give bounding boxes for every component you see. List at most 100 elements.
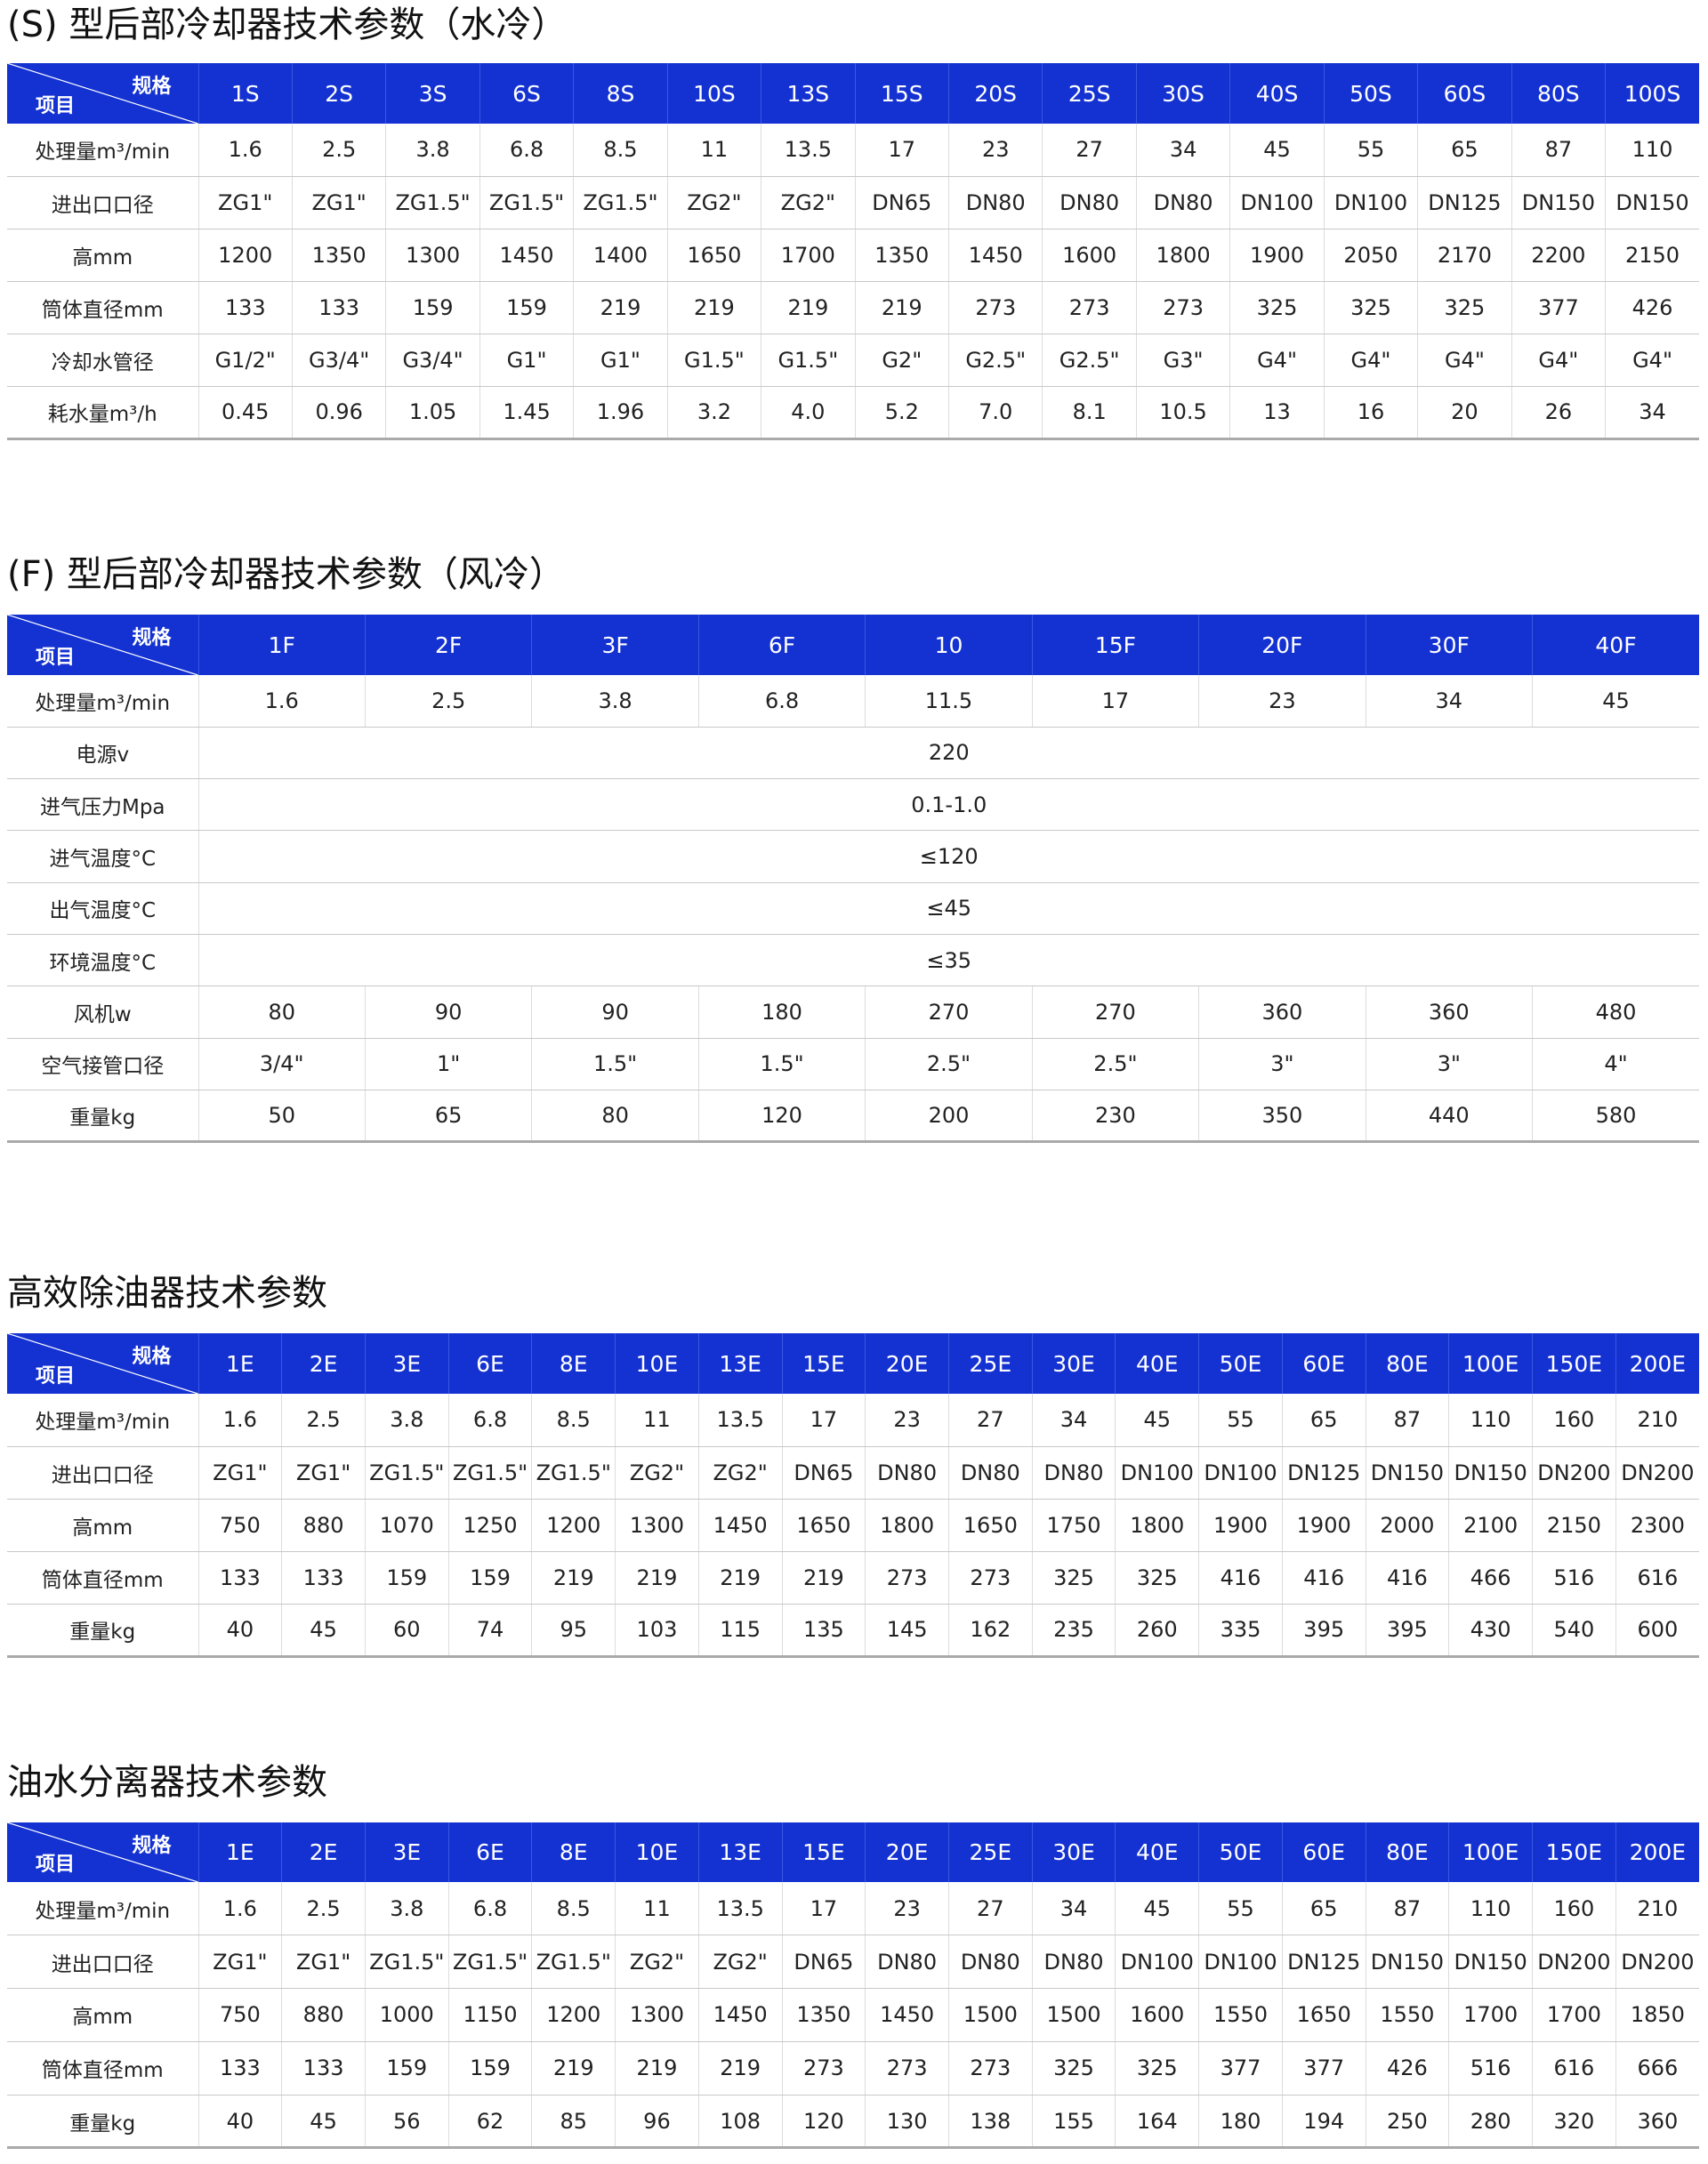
value-cell: DN80: [865, 1935, 949, 1990]
value-cell: 1550: [1198, 1988, 1283, 2042]
value-cell: ZG2": [697, 1935, 783, 1990]
value-cell: 27: [1042, 124, 1137, 177]
column-header-13E: 13E: [697, 1822, 783, 1882]
row-label: 环境温度°C: [7, 934, 198, 987]
value-cell: 40: [197, 1604, 282, 1658]
value-cell: 1900: [1229, 229, 1325, 282]
value-cell: 26: [1511, 386, 1606, 440]
value-cell: 1500: [947, 1988, 1033, 2042]
value-cell: 377: [1281, 2041, 1366, 2096]
column-header-100E: 100E: [1448, 1333, 1533, 1394]
row-label: 进出口口径: [7, 1446, 198, 1500]
row-label: 耗水量m³/h: [7, 386, 198, 440]
value-cell: 1350: [781, 1988, 866, 2042]
table-row: 重量kg 40 45 56 62 85 96 108 120 130 138 155 164 180 194…: [7, 2095, 1699, 2150]
column-header-20E: 20E: [865, 1333, 949, 1394]
value-cell: 133: [197, 2041, 282, 2096]
value-cell: ZG1.5": [385, 176, 480, 229]
value-cell: ZG1.5": [447, 1935, 532, 1990]
value-cell: G2": [854, 334, 949, 387]
row-label: 空气接管口径: [7, 1038, 198, 1090]
value-cell: 4": [1532, 1038, 1699, 1090]
value-cell: 325: [1229, 281, 1325, 334]
value-cell: DN200: [1615, 1935, 1699, 1990]
value-cell: 350: [1198, 1090, 1366, 1144]
table-section-f: (F) 型后部冷却器技术参数（风冷） 规格 项目 1F 2F 3F 6F 10 15F 20F 30…: [7, 551, 1699, 1144]
value-cell: 325: [1031, 2041, 1116, 2096]
value-cell: DN65: [854, 176, 949, 229]
value-cell: 1750: [1031, 1499, 1116, 1552]
column-header-200E: 200E: [1615, 1822, 1699, 1882]
table-row: 处理量m³/min 1.6 2.5 3.8 6.8 11.5 17 23 34 45: [7, 675, 1699, 728]
value-cell: 1600: [1115, 1988, 1199, 2042]
value-cell: DN200: [1532, 1935, 1616, 1990]
value-cell: 1450: [479, 229, 574, 282]
value-cell: 416: [1281, 1551, 1366, 1605]
table-title: (S) 型后部冷却器技术参数（水冷）: [7, 4, 568, 45]
value-cell: 325: [1323, 281, 1418, 334]
row-label: 筒体直径mm: [7, 1551, 198, 1605]
value-cell: 5.2: [854, 386, 949, 440]
column-header-40E: 40E: [1115, 1333, 1199, 1394]
value-cell: DN150: [1365, 1446, 1449, 1500]
value-cell: 1250: [447, 1499, 532, 1552]
value-cell: 1.96: [573, 386, 668, 440]
value-cell: 8.5: [531, 1394, 616, 1447]
row-label: 筒体直径mm: [7, 2041, 198, 2096]
value-cell: 80: [197, 985, 366, 1039]
value-cell: ZG1": [281, 1446, 366, 1500]
corner-cell: 规格 项目: [7, 615, 198, 675]
value-cell: 133: [291, 281, 386, 334]
value-cell: 2100: [1448, 1499, 1533, 1552]
value-cell: 13.5: [697, 1882, 783, 1936]
value-cell: 1450: [697, 1988, 783, 2042]
table-row: 处理量m³/min 1.6 2.5 3.8 6.8 8.5 11 13.5 17 23 27 34 45…: [7, 1882, 1699, 1936]
corner-item-label: 项目: [36, 95, 76, 117]
column-header-80S: 80S: [1511, 63, 1606, 124]
row-label: 重量kg: [7, 1604, 198, 1658]
value-cell: 138: [947, 2095, 1033, 2150]
value-cell: 3.8: [531, 675, 699, 728]
merged-value-cell: 220: [197, 727, 1699, 780]
value-cell: 80: [531, 1090, 699, 1144]
value-cell: 34: [1605, 386, 1699, 440]
value-cell: 34: [1365, 675, 1533, 728]
value-cell: 1600: [1042, 229, 1137, 282]
row-label: 筒体直径mm: [7, 281, 198, 334]
column-header-200E: 200E: [1615, 1333, 1699, 1394]
value-cell: 1700: [1448, 1988, 1533, 2042]
value-cell: 1450: [865, 1988, 949, 2042]
row-label: 电源v: [7, 727, 198, 780]
value-cell: 145: [865, 1604, 949, 1658]
value-cell: ZG1.5": [364, 1935, 449, 1990]
column-header-30F: 30F: [1365, 615, 1533, 675]
column-header-60E: 60E: [1281, 1333, 1366, 1394]
value-cell: 3.8: [385, 124, 480, 177]
row-label: 冷却水管径: [7, 334, 198, 387]
value-cell: 17: [781, 1394, 866, 1447]
value-cell: 0.45: [197, 386, 293, 440]
column-header-13E: 13E: [697, 1333, 783, 1394]
value-cell: 40: [197, 2095, 282, 2150]
value-cell: 250: [1365, 2095, 1449, 2150]
column-header-100E: 100E: [1448, 1822, 1533, 1882]
row-label: 进出口口径: [7, 176, 198, 229]
column-header-50E: 50E: [1198, 1333, 1283, 1394]
value-cell: 1650: [1281, 1988, 1366, 2042]
value-cell: 90: [364, 985, 532, 1039]
value-cell: 320: [1532, 2095, 1616, 2150]
value-cell: 880: [281, 1988, 366, 2042]
value-cell: 1350: [291, 229, 386, 282]
column-header-6S: 6S: [479, 63, 574, 124]
value-cell: 11: [666, 124, 761, 177]
value-cell: 1800: [1135, 229, 1230, 282]
value-cell: 3.2: [666, 386, 761, 440]
column-header-150E: 150E: [1532, 1333, 1616, 1394]
value-cell: ZG1": [281, 1935, 366, 1990]
value-cell: DN100: [1115, 1446, 1199, 1500]
column-header-8E: 8E: [531, 1822, 616, 1882]
corner-spec-label: 规格: [132, 627, 172, 649]
column-header-8E: 8E: [531, 1333, 616, 1394]
value-cell: 1.6: [197, 1394, 282, 1447]
column-header-15F: 15F: [1031, 615, 1199, 675]
